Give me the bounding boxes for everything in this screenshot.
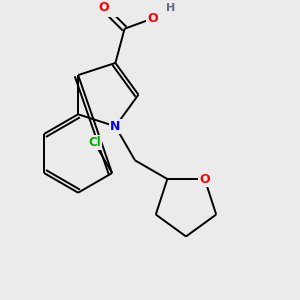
Text: Cl: Cl [88,136,101,149]
Text: O: O [147,12,158,25]
Text: N: N [110,120,121,133]
Text: O: O [98,1,109,14]
Text: O: O [200,172,210,185]
Text: H: H [166,3,175,13]
